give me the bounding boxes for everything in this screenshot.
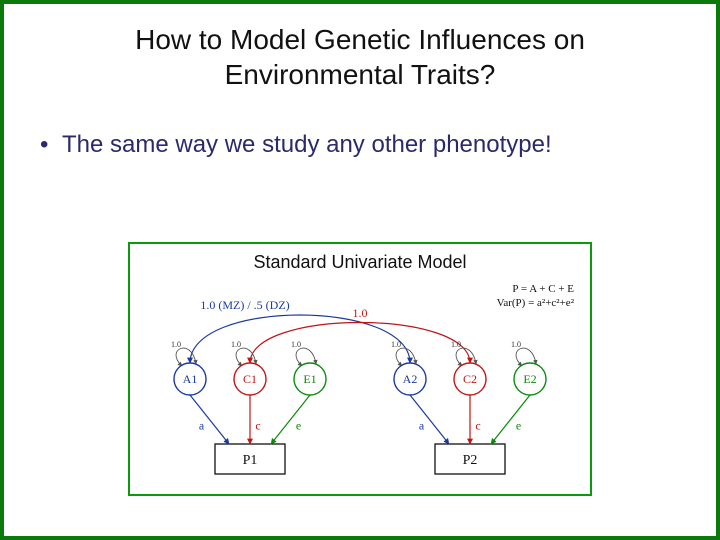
self-loop-label-E2: 1.0 xyxy=(511,340,521,349)
bullet-list: The same way we study any other phenotyp… xyxy=(4,92,716,160)
slide: How to Model Genetic Influences on Envir… xyxy=(0,0,720,540)
cov-label-C: 1.0 xyxy=(353,306,368,320)
latent-label-C2: C2 xyxy=(463,372,477,386)
equation-1: P = A + C + E xyxy=(512,283,574,295)
self-loop-label-A1: 1.0 xyxy=(171,340,181,349)
path-label-E2: e xyxy=(516,419,521,433)
title-line-1: How to Model Genetic Influences on xyxy=(135,24,585,55)
diagram-title: Standard Univariate Model xyxy=(253,252,466,272)
path-label-A1: a xyxy=(199,419,205,433)
path-A2 xyxy=(410,395,449,444)
latent-label-A1: A1 xyxy=(183,372,198,386)
path-E2 xyxy=(491,395,530,444)
latent-label-A2: A2 xyxy=(403,372,418,386)
path-label-C1: c xyxy=(255,419,260,433)
title-line-2: Environmental Traits? xyxy=(225,59,496,90)
self-loop-label-E1: 1.0 xyxy=(291,340,301,349)
cov-arc-A xyxy=(190,315,410,363)
self-loop-label-C1: 1.0 xyxy=(231,340,241,349)
path-label-E1: e xyxy=(296,419,301,433)
equation-2: Var(P) = a²+c²+e² xyxy=(497,297,575,309)
slide-title: How to Model Genetic Influences on Envir… xyxy=(4,4,716,92)
self-loop-label-C2: 1.0 xyxy=(451,340,461,349)
bullet-item: The same way we study any other phenotyp… xyxy=(40,130,680,160)
path-label-A2: a xyxy=(419,419,425,433)
path-A1 xyxy=(190,395,229,444)
latent-label-E2: E2 xyxy=(523,372,536,386)
latent-label-E1: E1 xyxy=(303,372,316,386)
diagram-frame: Standard Univariate Model P = A + C + E Va… xyxy=(128,242,592,496)
latent-label-C1: C1 xyxy=(243,372,257,386)
pheno-label-P2: P2 xyxy=(463,453,478,468)
cov-label-A: 1.0 (MZ) / .5 (DZ) xyxy=(200,298,289,312)
univariate-model-diagram: Standard Univariate Model P = A + C + E Va… xyxy=(130,244,590,494)
self-loop-label-A2: 1.0 xyxy=(391,340,401,349)
path-E1 xyxy=(271,395,310,444)
cov-arc-C xyxy=(250,323,470,364)
pheno-label-P1: P1 xyxy=(243,453,258,468)
path-label-C2: c xyxy=(475,419,480,433)
